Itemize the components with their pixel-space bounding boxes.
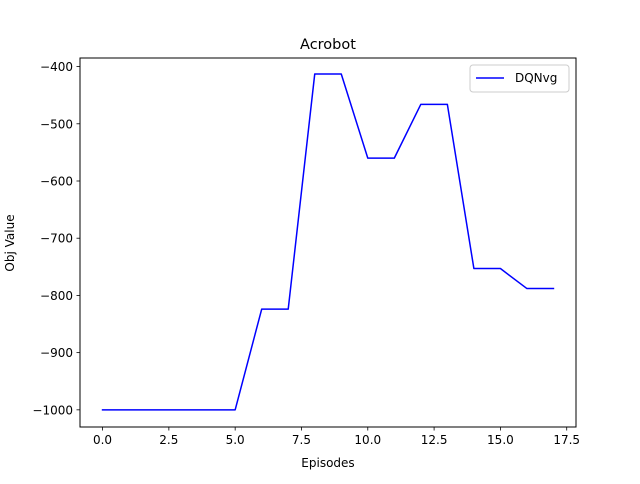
x-tick-label: 0.0 [93,433,112,447]
series-layer [101,73,555,411]
x-tick-label: 5.0 [226,433,245,447]
x-tick-label: 15.0 [487,433,514,447]
y-tick-label: −700 [40,232,73,246]
y-tick-label: −400 [40,60,73,74]
plot-frame [79,57,577,428]
y-tick-label: −500 [40,117,73,131]
y-tick-label: −800 [40,289,73,303]
legend: DQNvg [469,64,570,93]
x-tick-label: 12.5 [421,433,448,447]
x-tick-label: 7.5 [292,433,311,447]
chart-title: Acrobot [300,37,356,53]
y-tick-label: −1000 [32,403,73,417]
legend-label-dqnvg: DQNvg [515,71,557,85]
axis-ticks: 0.0 2.5 5.0 7.5 10.0 12.5 15.0 17.5 −1000 −900 −80… [32,60,580,447]
x-tick-label: 2.5 [159,433,178,447]
x-tick-label: 10.0 [354,433,381,447]
y-axis-label: Obj Value [3,214,17,271]
y-tick-label: −900 [40,346,73,360]
y-tick-label: −600 [40,175,73,189]
legend-box [469,64,570,93]
x-tick-label: 17.5 [553,433,580,447]
series-line-dqnvg [101,73,555,411]
x-axis-label: Episodes [301,456,354,470]
